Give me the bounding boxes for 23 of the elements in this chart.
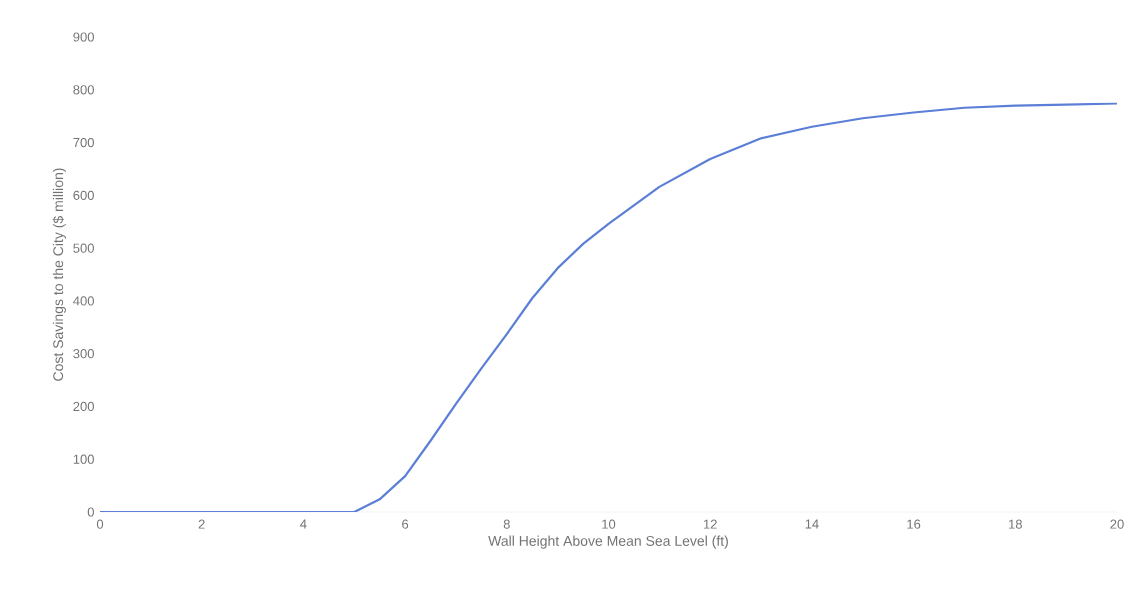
y-tick-label: 600 <box>73 190 94 200</box>
x-tick-label: 16 <box>907 519 921 529</box>
y-tick-label: 400 <box>73 296 94 306</box>
y-tick-label: 500 <box>73 243 94 253</box>
x-tick-label: 14 <box>805 519 819 529</box>
x-tick-label: 20 <box>1110 519 1124 529</box>
y-tick-label: 100 <box>73 454 94 464</box>
y-tick-label: 900 <box>73 32 94 42</box>
x-tick-label: 10 <box>602 519 616 529</box>
y-tick-label: 0 <box>87 507 94 517</box>
y-tick-label: 300 <box>73 349 94 359</box>
x-axis-title: Wall Height Above Mean Sea Level (ft) <box>488 535 728 549</box>
x-tick-label: 8 <box>503 519 510 529</box>
x-tick-label: 4 <box>300 519 307 529</box>
x-tick-label: 6 <box>402 519 409 529</box>
y-axis-title: Cost Savings to the City ($ million) <box>52 168 66 381</box>
y-tick-label: 700 <box>73 137 94 148</box>
y-tick-label: 200 <box>73 401 94 412</box>
x-tick-label: 18 <box>1009 519 1022 529</box>
x-tick-label: 0 <box>96 519 104 529</box>
x-tick-label: 2 <box>198 519 205 529</box>
x-tick-label: 12 <box>703 519 717 529</box>
y-tick-label: 800 <box>73 85 94 95</box>
